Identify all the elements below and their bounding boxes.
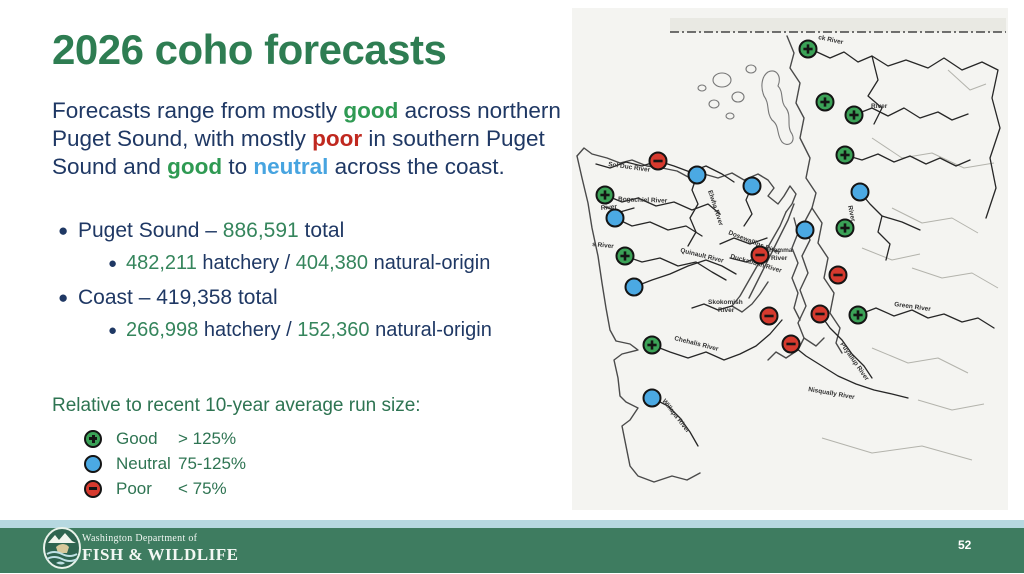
footer-organization: Washington Department of FISH & WILDLIFE	[82, 533, 238, 565]
map-marker-poor	[810, 304, 830, 324]
map-marker-neutral	[687, 165, 707, 185]
river-label: Skokomish	[708, 299, 743, 306]
map-marker-good	[798, 39, 818, 59]
map-marker-good	[615, 246, 635, 266]
intro-text: across northern Puget Sound, with mostly	[52, 98, 561, 151]
map-rivers	[595, 51, 1001, 447]
intro-paragraph: Forecasts range from mostly good across …	[52, 97, 567, 181]
river-label: River	[771, 255, 788, 262]
bullet-coast-breakdown: ● 266,998 hatchery / 152,360 natural-ori…	[102, 318, 572, 343]
footer-bar	[0, 528, 1024, 573]
puget-hatchery-value: 482,211	[126, 252, 197, 274]
bullet-puget-sound: ● Puget Sound – 886,591 total	[52, 218, 572, 244]
map-marker-poor	[759, 306, 779, 326]
intro-text: in southern Puget Sound and	[52, 126, 545, 179]
river-label: River	[718, 307, 735, 314]
highlight-good: good	[343, 98, 399, 123]
footer-accent-strip	[0, 520, 1024, 528]
river-label: Hamma	[769, 247, 793, 254]
canada-area	[670, 18, 1006, 32]
map-marker-neutral	[795, 220, 815, 240]
bullet-dot: ●	[58, 288, 69, 307]
puget-total-line: Puget Sound – 886,591 total	[78, 219, 345, 242]
puget-natural-value: 404,380	[295, 252, 369, 274]
map-marker-neutral	[624, 277, 644, 297]
legend-label: Poor	[116, 478, 152, 498]
river-label: River	[871, 103, 888, 110]
wdfw-logo	[42, 527, 82, 574]
coast-hatchery-value: 266,998	[126, 319, 199, 341]
intro-text: across the coast.	[328, 154, 505, 179]
coast-breakdown-line: 266,998 hatchery / 152,360 natural-origi…	[126, 319, 492, 341]
map-marker-poor	[750, 245, 770, 265]
legend-range: > 125%	[178, 428, 237, 448]
map-marker-good	[595, 185, 615, 205]
forecast-totals-list: ● Puget Sound – 886,591 total ● 482,211 …	[52, 218, 572, 352]
coast-natural-value: 152,360	[297, 319, 370, 341]
map-marker-poor	[781, 334, 801, 354]
slide-number: 52	[958, 538, 972, 552]
islands	[697, 64, 794, 145]
forecast-markers	[595, 39, 870, 408]
map-marker-poor	[648, 151, 668, 171]
org-name-small: Washington Department of	[82, 533, 198, 544]
legend-range: 75-125%	[178, 453, 247, 473]
bullet-dot: ●	[108, 255, 118, 272]
highlight-poor: poor	[312, 126, 363, 151]
map-marker-good	[642, 335, 662, 355]
map-marker-neutral	[642, 388, 662, 408]
map-marker-good	[815, 92, 835, 112]
bullet-dot: ●	[58, 221, 69, 240]
river-label: River	[846, 205, 856, 223]
poor-marker-icon	[84, 479, 102, 498]
map-marker-good	[835, 218, 855, 238]
washington-forecast-map: ck River River Sol Duc River Bogachiel Rive…	[572, 8, 1008, 510]
legend-item-neutral: Neutral 75-125%	[84, 451, 246, 476]
map-marker-neutral	[850, 182, 870, 202]
map-marker-poor	[828, 265, 848, 285]
map-marker-good	[835, 145, 855, 165]
legend-range: < 75%	[178, 478, 227, 498]
puget-breakdown-line: 482,211 hatchery / 404,380 natural-origi…	[126, 252, 491, 274]
legend-label: Neutral	[116, 453, 171, 473]
map-secondary-rivers	[821, 69, 999, 461]
intro-text: to	[222, 154, 254, 179]
legend-heading: Relative to recent 10-year average run s…	[52, 395, 421, 416]
legend-item-good: Good > 125%	[84, 426, 246, 451]
map-marker-good	[844, 105, 864, 125]
legend: Good > 125% Neutral 75-125% Poor < 75%	[84, 426, 246, 501]
highlight-good: good	[167, 154, 223, 179]
good-marker-icon	[84, 429, 102, 448]
org-name-large: FISH & WILDLIFE	[82, 545, 239, 564]
coast-total-line: Coast – 419,358 total	[78, 286, 278, 309]
neutral-marker-icon	[84, 454, 102, 473]
river-label: Bogachiel River	[618, 196, 668, 205]
bullet-dot: ●	[108, 322, 118, 339]
river-label: River	[600, 203, 617, 212]
bullet-coast: ● Coast – 419,358 total	[52, 285, 572, 311]
puget-total-value: 886,591	[222, 219, 299, 242]
coastline	[576, 35, 843, 483]
page-title: 2026 coho forecasts	[52, 26, 447, 73]
river-label: s River	[592, 241, 615, 250]
map-marker-good	[848, 305, 868, 325]
map-marker-neutral	[605, 208, 625, 228]
bullet-puget-breakdown: ● 482,211 hatchery / 404,380 natural-ori…	[102, 251, 572, 276]
legend-label: Good	[116, 428, 158, 448]
legend-item-poor: Poor < 75%	[84, 476, 246, 501]
map-marker-neutral	[742, 176, 762, 196]
intro-text: Forecasts range from mostly	[52, 98, 344, 123]
map-background	[572, 8, 1008, 510]
highlight-neutral: neutral	[253, 154, 329, 179]
